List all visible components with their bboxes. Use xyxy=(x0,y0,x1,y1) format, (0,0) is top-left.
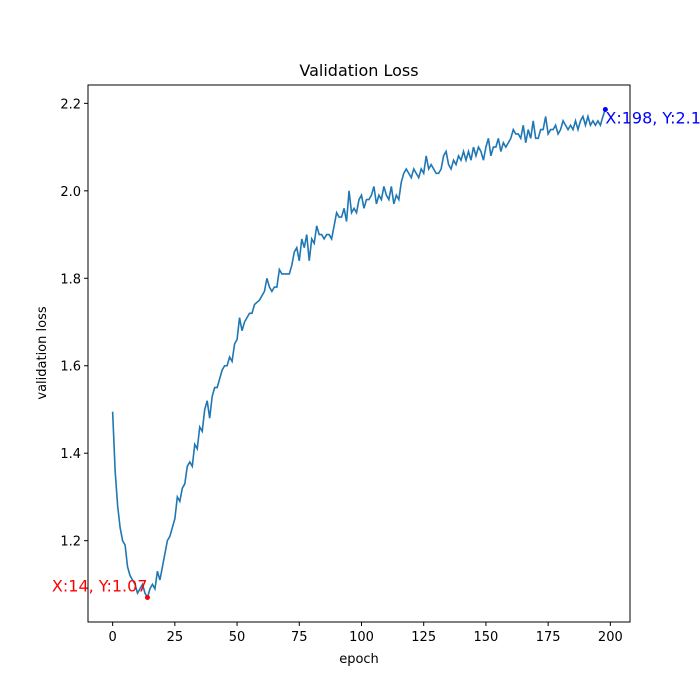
x-tick-label: 100 xyxy=(349,630,374,645)
x-tick-label: 25 xyxy=(167,630,184,645)
y-tick-label: 1.2 xyxy=(60,535,81,550)
y-axis-label: validation loss xyxy=(35,306,50,399)
x-tick-label: 50 xyxy=(229,630,246,645)
y-tick-label: 1.4 xyxy=(60,447,81,462)
x-tick-label: 200 xyxy=(598,630,623,645)
x-tick-label: 150 xyxy=(474,630,499,645)
y-tick-label: 1.8 xyxy=(60,272,81,287)
line-series xyxy=(111,109,607,600)
x-axis-label: epoch xyxy=(339,652,379,667)
annotation-point xyxy=(144,595,150,601)
y-tick-label: 2.2 xyxy=(60,97,81,112)
annotation-label: X:14, Y:1.07 xyxy=(52,577,148,596)
plot-frame xyxy=(87,84,631,623)
y-tick-label: 2.0 xyxy=(60,185,81,200)
chart-title: Validation Loss xyxy=(299,61,418,80)
x-tick-label: 125 xyxy=(411,630,436,645)
x-tick-label: 0 xyxy=(108,630,116,645)
annotation-point xyxy=(602,106,608,112)
x-tick-label: 175 xyxy=(536,630,561,645)
y-tick-label: 1.6 xyxy=(60,360,81,375)
annotation-label: X:198, Y:2.19 xyxy=(605,108,700,127)
x-tick-label: 75 xyxy=(291,630,308,645)
